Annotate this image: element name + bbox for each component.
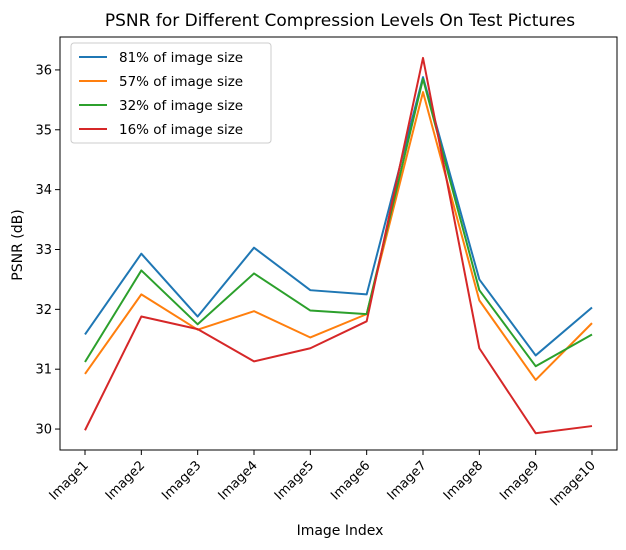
y-tick-label: 30: [35, 423, 52, 438]
y-axis-label: PSNR (dB): [10, 209, 26, 280]
legend-frame: [70, 42, 272, 144]
legend: 81% of image size 57% of image size 32% of…: [70, 42, 272, 144]
x-tick-label: Image2: [103, 458, 148, 503]
x-tick-label: Image1: [47, 458, 92, 503]
x-tick-label: Image3: [159, 458, 204, 503]
x-tick-label: Image4: [216, 458, 261, 503]
x-tick-label: Image7: [385, 458, 430, 503]
legend-label-2: 57% of image size: [119, 74, 243, 90]
series-line-1: [84, 76, 593, 357]
y-tick-label: 36: [35, 63, 52, 78]
x-tick-label: Image8: [441, 458, 486, 503]
chart-title: PSNR for Different Compression Levels On…: [105, 11, 575, 31]
x-tick-label: Image6: [328, 458, 373, 503]
legend-label-3: 32% of image size: [119, 98, 243, 114]
series-line-4: [84, 56, 593, 435]
axes-frame: [59, 36, 618, 451]
series-line-3: [84, 77, 593, 368]
x-axis-label: Image Index: [297, 523, 384, 539]
legend-label-4: 16% of image size: [119, 122, 243, 138]
legend-label-1: 81% of image size: [119, 50, 243, 66]
y-tick-label: 34: [35, 183, 52, 198]
y-tick-label: 32: [35, 303, 52, 318]
y-tick-label: 33: [35, 243, 52, 258]
y-tick-label: 35: [35, 123, 52, 138]
series-line-2: [84, 91, 593, 381]
x-tick-label: Image10: [548, 458, 599, 509]
y-tick-label: 31: [35, 363, 52, 378]
x-tick-label: Image9: [497, 458, 542, 503]
x-tick-label: Image5: [272, 458, 317, 503]
